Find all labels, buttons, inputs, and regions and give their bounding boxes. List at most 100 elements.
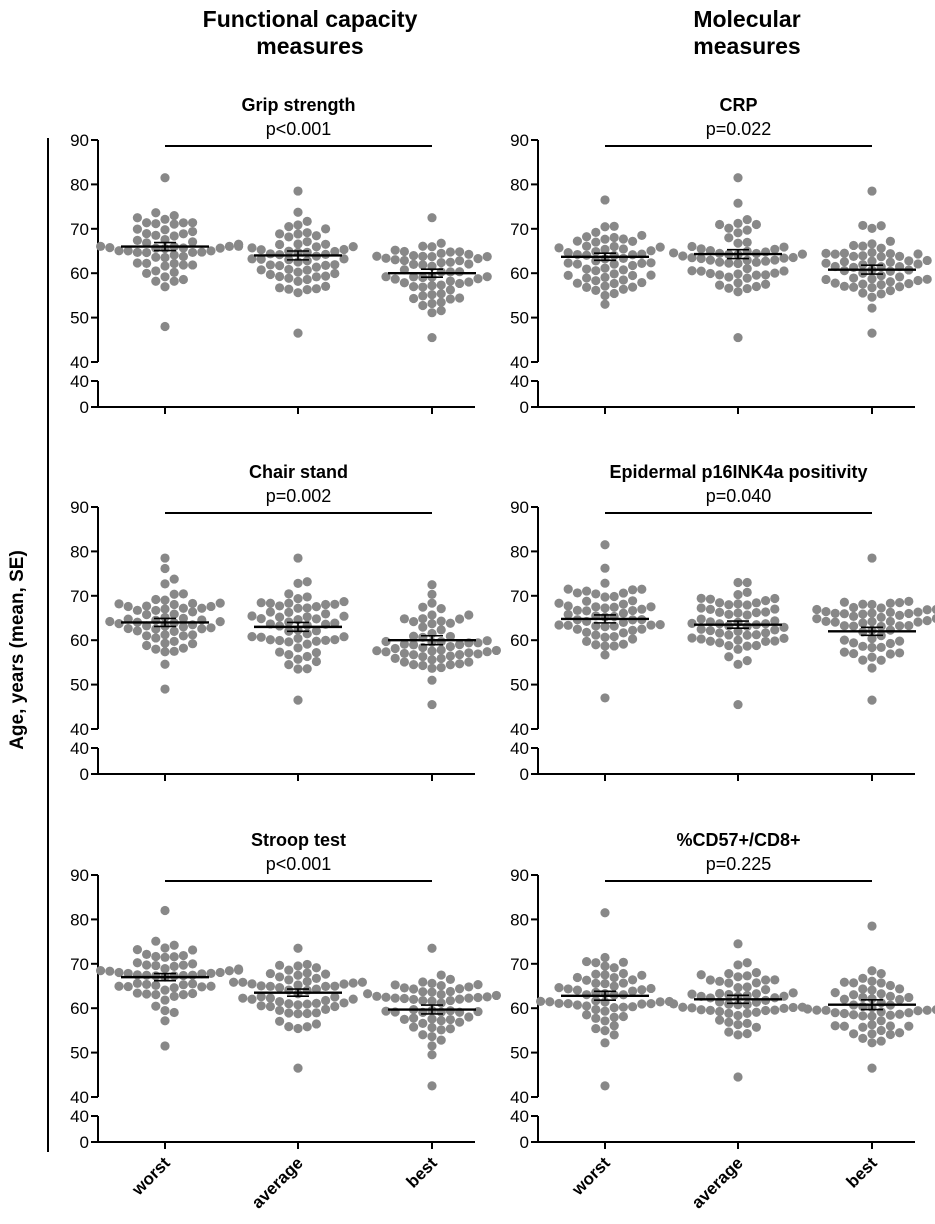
data-point [742,255,752,265]
data-point [895,621,905,631]
data-point [321,969,331,979]
data-point [151,633,161,643]
data-point [418,987,428,997]
data-point [591,630,601,640]
y-tick-label: 40 [70,739,89,758]
data-point [293,664,303,674]
y-tick-label: 0 [520,765,529,784]
data-point [151,230,161,240]
data-point [339,632,349,642]
data-point [876,969,886,979]
data-point [482,252,492,262]
data-point [142,989,152,999]
data-point [178,603,188,613]
data-point [399,993,409,1004]
data-point [247,611,257,621]
data-point [922,1005,932,1015]
data-point [628,986,638,996]
data-point [482,272,492,282]
data-point [293,1009,303,1019]
data-point [265,981,275,991]
data-point [858,655,868,665]
data-point [895,1009,905,1019]
data-point [123,981,133,992]
data-point [733,599,743,609]
data-point [895,598,905,608]
data-point [830,1008,840,1018]
y-tick-label: 60 [510,264,529,283]
data-point [646,270,656,280]
column-header-molecular: Molecular measures [597,6,897,60]
data-point [427,619,437,629]
data-point [572,972,583,983]
data-point [293,553,303,563]
data-point [885,266,896,276]
data-point [151,990,161,1000]
data-point [275,261,285,271]
data-point [600,961,610,971]
data-point [151,960,161,971]
data-point [436,625,446,635]
data-point [188,218,198,228]
data-point [751,630,762,640]
data-point [724,999,734,1009]
data-point [348,978,358,988]
data-point [687,266,697,276]
data-point [895,994,905,1005]
data-point [409,272,419,282]
data-point [582,627,592,638]
data-point [284,999,294,1009]
data-point [839,1021,850,1031]
data-point [876,271,886,281]
y-tick-label: 50 [70,1044,89,1063]
y-tick-label: 40 [70,372,89,391]
data-point [284,284,294,294]
data-point [455,267,465,277]
data-point [858,288,868,298]
data-point [761,256,771,266]
data-point [715,219,725,230]
data-point [867,1020,877,1030]
data-point [464,648,474,658]
panel-title: Stroop test [251,830,346,850]
data-point [600,632,610,642]
data-point [637,970,647,980]
data-point [284,1021,294,1032]
panel-title: CRP [719,95,757,115]
panel-title: %CD57+/CD8+ [676,830,800,850]
data-point [849,990,859,1000]
data-point [247,243,257,253]
data-point [885,249,896,259]
data-point [724,640,734,651]
data-point [858,618,868,628]
data-point [885,277,896,287]
data-point [705,625,716,636]
data-point [234,239,244,249]
data-point [582,232,592,242]
data-point [339,998,349,1008]
data-point [265,260,275,270]
data-point [839,597,850,607]
data-point [436,306,446,316]
data-point [455,256,465,266]
data-point [311,647,321,658]
data-point [160,638,170,648]
y-tick-label: 60 [70,999,89,1018]
data-point [655,620,665,630]
data-point [830,249,840,259]
data-point [311,1008,321,1018]
data-point [618,599,629,609]
data-point [114,246,124,256]
data-point [293,603,303,613]
data-point [132,247,142,257]
y-tick-label: 0 [80,398,89,417]
data-point [418,1018,428,1028]
data-point [885,1010,896,1020]
data-point [839,635,850,645]
x-category-label: best [403,1153,441,1191]
data-point [151,208,161,218]
y-tick-label: 40 [510,1107,529,1126]
data-point [591,1023,601,1034]
data-point [646,258,656,268]
data-point [904,256,914,266]
